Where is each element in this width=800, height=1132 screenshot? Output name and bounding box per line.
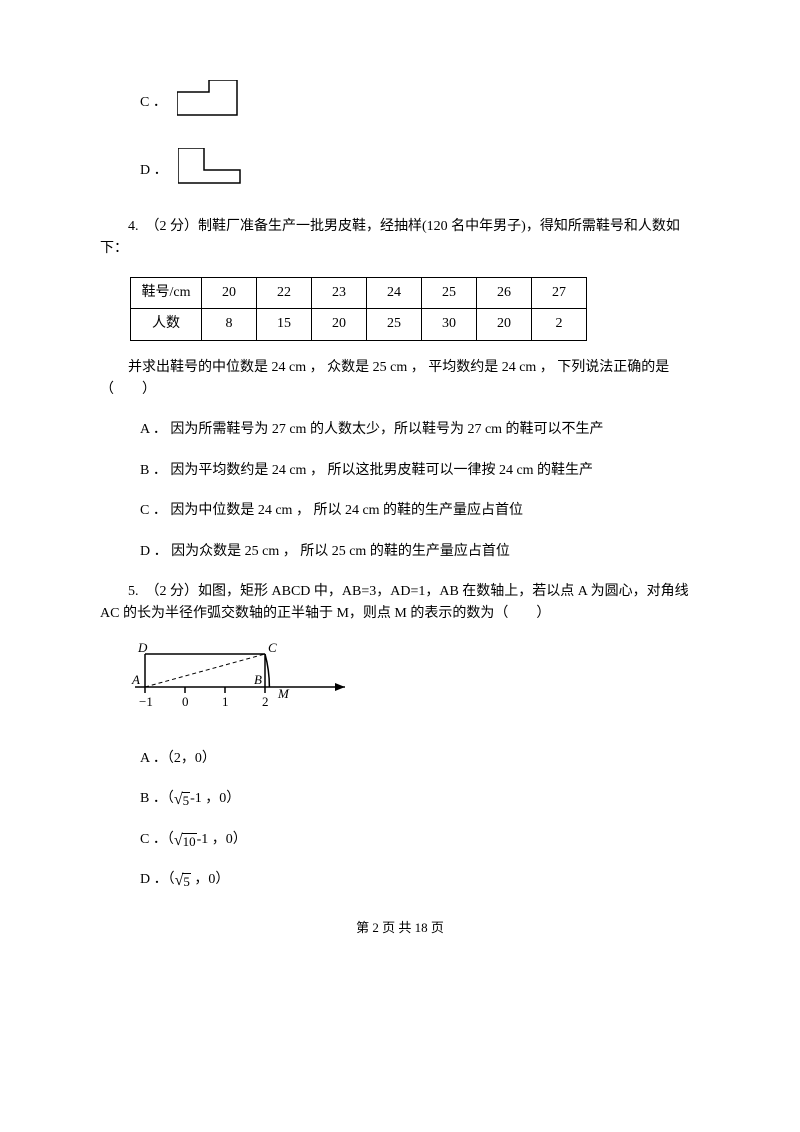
- svg-text:B: B: [254, 672, 262, 687]
- table-cell: 27: [532, 277, 587, 308]
- number-line-icon: D C A B M −1 0 1 2: [130, 642, 360, 722]
- table-cell: 人数: [131, 309, 202, 340]
- page-footer: 第 2 页 共 18 页: [100, 918, 700, 939]
- svg-text:M: M: [277, 686, 290, 701]
- q4-option-b: B ． 因为平均数约是 24 cm ， 所以这批男皮鞋可以一律按 24 cm 的…: [140, 460, 700, 482]
- option-c-shape: C ．: [140, 80, 700, 118]
- table-cell: 30: [422, 309, 477, 340]
- table-cell: 20: [202, 277, 257, 308]
- svg-text:1: 1: [222, 694, 229, 709]
- table-cell: 26: [477, 277, 532, 308]
- table-cell: 23: [312, 277, 367, 308]
- q4-intro: 4. （2 分）制鞋厂准备生产一批男皮鞋，经抽样(120 名中年男子)，得知所需…: [100, 216, 700, 261]
- table-cell: 20: [477, 309, 532, 340]
- table-cell: 24: [367, 277, 422, 308]
- table-cell: 15: [257, 309, 312, 340]
- table-cell: 25: [422, 277, 477, 308]
- q5-c-post: -1 ，0）: [197, 832, 247, 847]
- table-cell: 鞋号/cm: [131, 277, 202, 308]
- q5-intro: 5. （2 分）如图，矩形 ABCD 中，AB=3，AD=1，AB 在数轴上，若…: [100, 581, 700, 626]
- sqrt-icon: √10: [174, 833, 197, 850]
- table-cell: 8: [202, 309, 257, 340]
- l-shape-c-icon: [177, 80, 241, 118]
- l-shape-d-icon: [178, 148, 244, 186]
- svg-text:D: D: [137, 642, 148, 655]
- q5-b-pre: B ．（: [140, 791, 174, 806]
- svg-text:2: 2: [262, 694, 269, 709]
- q4-option-d: D ． 因为众数是 25 cm ， 所以 25 cm 的鞋的生产量应占首位: [140, 541, 700, 563]
- option-c-label: C ．: [140, 92, 167, 118]
- q4-option-a: A ． 因为所需鞋号为 27 cm 的人数太少，所以鞋号为 27 cm 的鞋可以…: [140, 419, 700, 441]
- sqrt-icon: √5: [174, 792, 190, 809]
- q5-b-post: -1 ，0）: [190, 791, 240, 806]
- q4-table: 鞋号/cm20222324252627 人数815202530202: [130, 277, 587, 341]
- table-cell: 25: [367, 309, 422, 340]
- q5-c-pre: C ．（: [140, 832, 174, 847]
- table-cell: 20: [312, 309, 367, 340]
- q5-d-pre: D ．（: [140, 872, 175, 887]
- q4-mid: 并求出鞋号的中位数是 24 cm ， 众数是 25 cm ， 平均数约是 24 …: [100, 357, 700, 402]
- svg-text:0: 0: [182, 694, 189, 709]
- svg-text:−1: −1: [139, 694, 153, 709]
- q4-option-c: C ． 因为中位数是 24 cm ， 所以 24 cm 的鞋的生产量应占首位: [140, 500, 700, 522]
- svg-text:A: A: [131, 672, 140, 687]
- svg-text:C: C: [268, 642, 277, 655]
- table-cell: 22: [257, 277, 312, 308]
- option-d-shape: D ．: [140, 148, 700, 186]
- table-cell: 2: [532, 309, 587, 340]
- q5-option-d: D ．（√5 ，0）: [140, 869, 700, 891]
- q5-diagram: D C A B M −1 0 1 2: [130, 642, 700, 730]
- q5-option-c: C ．（√10-1 ，0）: [140, 829, 700, 851]
- sqrt-icon: √5: [175, 873, 191, 890]
- q5-option-a: A ．（2，0）: [140, 748, 700, 770]
- q5-d-post: ，0）: [191, 872, 230, 887]
- q5-option-b: B ．（√5-1 ，0）: [140, 788, 700, 810]
- option-d-label: D ．: [140, 160, 168, 186]
